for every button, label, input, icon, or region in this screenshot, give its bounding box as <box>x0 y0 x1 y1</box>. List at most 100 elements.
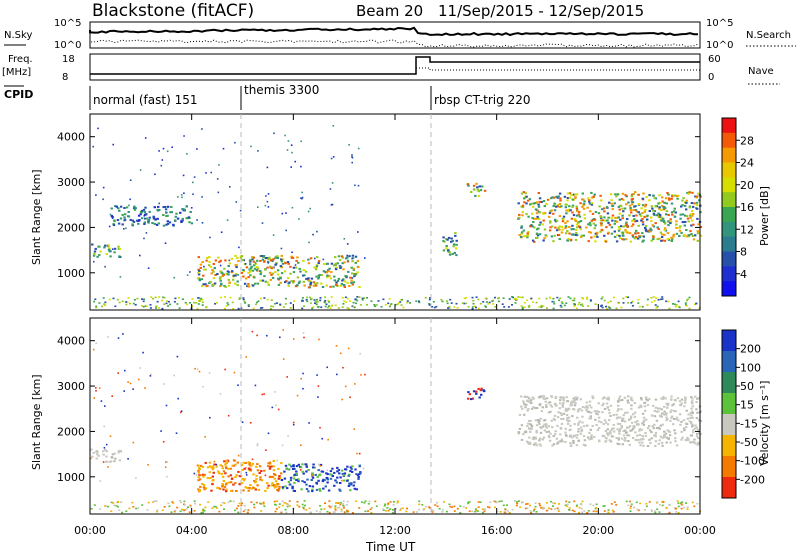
echo-cell <box>255 501 258 504</box>
echo-cell <box>526 409 529 412</box>
echo-cell <box>667 300 670 303</box>
echo-cell <box>351 305 354 308</box>
echo-cell <box>351 154 353 156</box>
echo-cell <box>252 256 255 259</box>
echo-cell <box>680 398 684 401</box>
echo-cell <box>301 300 304 302</box>
echo-cell <box>356 271 359 274</box>
echo-cell <box>252 284 255 287</box>
echo-cell <box>677 419 680 422</box>
echo-cell <box>551 300 554 303</box>
echo-cell <box>305 277 308 280</box>
echo-cell <box>567 407 571 410</box>
echo-cell <box>541 406 544 409</box>
echo-cell <box>651 224 654 227</box>
echo-cell <box>555 219 559 222</box>
echo-cell <box>151 222 154 224</box>
echo-cell <box>322 258 325 261</box>
echo-cell <box>579 228 582 231</box>
echo-cell <box>319 297 322 299</box>
echo-cell <box>334 505 337 507</box>
echo-cell <box>436 505 439 508</box>
echo-cell <box>144 387 146 389</box>
echo-cell <box>280 260 284 263</box>
echo-cell <box>626 218 629 221</box>
echo-cell <box>609 307 612 309</box>
echo-cell <box>95 457 98 460</box>
echo-cell <box>341 296 344 299</box>
echo-cell <box>209 236 211 239</box>
echo-cell <box>571 436 574 439</box>
echo-cell <box>630 203 634 206</box>
echo-cell <box>329 477 333 480</box>
echo-cell <box>95 306 98 309</box>
colorbar-tick-label: -50 <box>740 436 758 449</box>
echo-cell <box>132 506 135 508</box>
echo-cell <box>328 301 330 303</box>
echo-cell <box>247 276 250 279</box>
echo-cell <box>249 422 252 424</box>
echo-cell <box>576 434 579 436</box>
echo-cell <box>531 437 535 440</box>
echo-cell <box>695 408 698 411</box>
echo-cell <box>270 299 273 301</box>
echo-cell <box>329 188 332 190</box>
echo-cell <box>135 507 138 510</box>
echo-cell <box>202 268 206 271</box>
echo-cell <box>453 251 456 254</box>
echo-cell <box>295 470 298 473</box>
echo-cell <box>684 439 687 442</box>
colorbar-tick-label: 200 <box>740 343 761 356</box>
echo-cell <box>571 204 575 207</box>
echo-cell <box>522 402 526 405</box>
echo-cell <box>656 238 659 241</box>
echo-cell <box>547 435 551 437</box>
echo-cell <box>627 201 630 204</box>
echo-cell <box>339 482 342 484</box>
echo-cell <box>217 470 220 473</box>
echo-cell <box>272 484 276 487</box>
echo-cell <box>254 263 257 265</box>
echo-cell <box>240 255 244 257</box>
echo-cell <box>234 282 237 285</box>
echo-cell <box>606 219 609 222</box>
echo-cell <box>257 206 259 208</box>
echo-cell <box>641 204 645 207</box>
echo-cell <box>266 334 268 337</box>
echo-cell <box>532 301 534 303</box>
y-tick-label: 4000 <box>57 335 85 348</box>
echo-cell <box>181 508 184 511</box>
echo-cell <box>646 399 649 402</box>
echo-cell <box>566 192 570 195</box>
echo-cell <box>574 238 578 241</box>
echo-cell <box>221 275 224 278</box>
echo-cell <box>566 400 570 403</box>
echo-cell <box>537 227 540 230</box>
echo-cell <box>536 209 539 212</box>
echo-cell <box>588 231 591 233</box>
echo-cell <box>660 204 664 207</box>
echo-cell <box>253 276 256 279</box>
echo-cell <box>201 299 204 301</box>
echo-cell <box>522 433 525 436</box>
echo-cell <box>135 219 139 222</box>
echo-cell <box>602 402 605 405</box>
echo-cell <box>108 225 111 228</box>
echo-cell <box>284 485 287 488</box>
echo-cell <box>595 510 598 513</box>
echo-cell <box>618 234 621 237</box>
echo-cell <box>198 489 201 491</box>
echo-cell <box>681 436 684 439</box>
echo-cell <box>627 440 630 442</box>
echo-cell <box>203 265 205 268</box>
echo-cell <box>559 396 562 399</box>
echo-cell <box>202 475 205 478</box>
echo-cell <box>471 397 475 400</box>
echo-cell <box>307 469 310 471</box>
echo-cell <box>219 270 222 273</box>
echo-cell <box>682 427 686 430</box>
echo-cell <box>324 296 327 298</box>
echo-cell <box>531 205 535 208</box>
echo-cell <box>455 247 458 250</box>
